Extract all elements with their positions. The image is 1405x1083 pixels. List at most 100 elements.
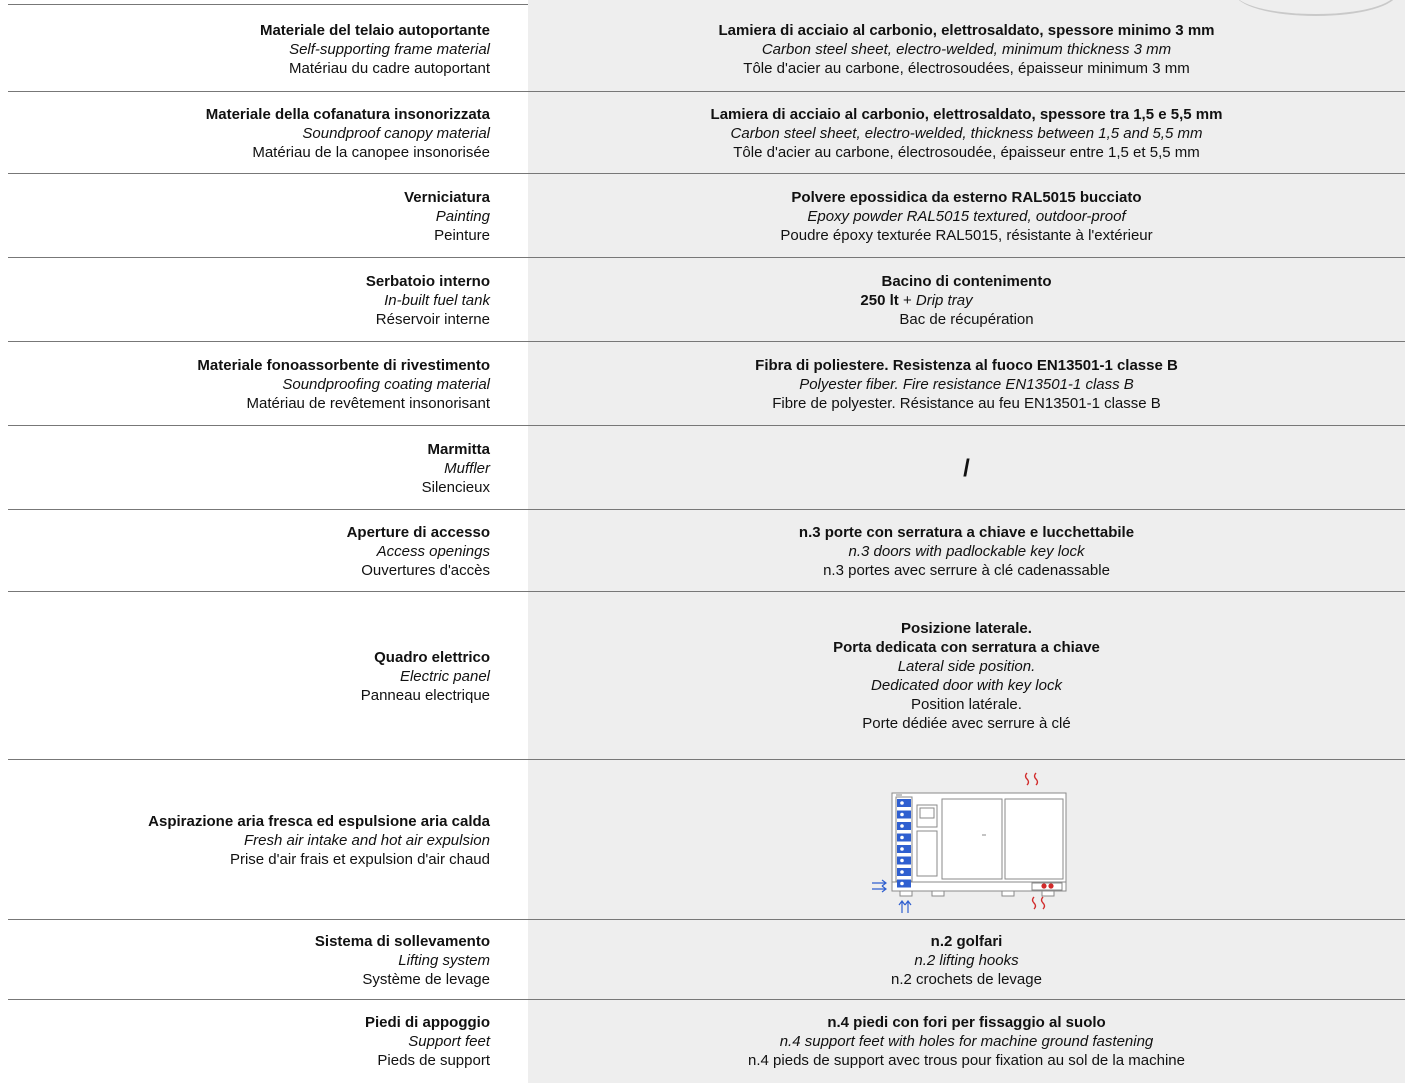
label-english: Electric panel (399, 667, 490, 685)
spec-row-frame-material: Materiale del telaio autoportante Self-s… (0, 6, 1405, 92)
value-italian: Lamiera di acciaio al carbonio, elettros… (718, 21, 1215, 39)
value-italian: Bacino di contenimento (881, 272, 1052, 290)
label-french: Matériau de la canopee insonorisée (252, 143, 490, 161)
value-french: Poudre époxy texturée RAL5015, résistant… (780, 226, 1153, 244)
label-italian: Serbatoio interno (365, 272, 490, 290)
value-italian: n.3 porte con serratura a chiave e lucch… (798, 523, 1135, 541)
value-italian-line-2: Porta dedicata con serratura a chiave (833, 639, 1100, 656)
value-italian: Lamiera di acciaio al carbonio, elettros… (710, 105, 1223, 123)
row-divider (8, 341, 1405, 342)
label-french: Système de levage (362, 970, 490, 988)
value-english: Drip tray (915, 291, 973, 309)
label-french: Panneau electrique (360, 686, 490, 704)
label-french: Peinture (434, 226, 490, 244)
label-french: Prise d'air frais et expulsion d'air cha… (229, 850, 490, 868)
value-italian: Polvere epossidica da esterno RAL5015 bu… (791, 188, 1142, 206)
value-english: Polyester fiber. Fire resistance EN13501… (799, 375, 1134, 393)
spec-row-muffler: Marmitta Muffler Silencieux / (0, 426, 1405, 510)
generator-canopy (891, 792, 1066, 897)
row-value (528, 760, 1405, 920)
label-italian: Marmitta (427, 440, 490, 458)
label-italian: Sistema di sollevamento (314, 932, 490, 950)
value-italian-line-1: Posizione laterale. (901, 620, 1032, 637)
hot-air-exhaust-top-icon (1024, 772, 1038, 786)
row-label: Quadro elettrico Electric panel Panneau … (8, 592, 490, 760)
value-english: n.3 doors with padlockable key lock (848, 542, 1085, 560)
row-divider (8, 919, 1405, 920)
value-french: Bac de récupération (899, 310, 1034, 328)
value-english: Carbon steel sheet, electro-welded, thic… (730, 124, 1203, 142)
row-value: Polvere epossidica da esterno RAL5015 bu… (528, 174, 1405, 258)
intake-louver (896, 856, 911, 865)
label-english: Fresh air intake and hot air expulsion (244, 831, 490, 849)
spec-row-lifting-system: Sistema di sollevamento Lifting system S… (0, 920, 1405, 1000)
label-french: Matériau du cadre autoportant (289, 59, 490, 77)
row-value: n.3 porte con serratura a chiave e lucch… (528, 510, 1405, 592)
spec-row-access-openings: Aperture di accesso Access openings Ouve… (0, 510, 1405, 592)
row-divider (8, 509, 1405, 510)
intake-louver-dot (899, 801, 904, 805)
row-value: Lamiera di acciaio al carbonio, elettros… (528, 92, 1405, 174)
label-english: Muffler (444, 459, 490, 477)
value-english: Epoxy powder RAL5015 textured, outdoor-p… (807, 207, 1126, 225)
row-label: Aperture di accesso Access openings Ouve… (8, 510, 490, 592)
row-label: Serbatoio interno In-built fuel tank Rés… (8, 258, 490, 342)
value-french: n.2 crochets de levage (891, 970, 1042, 988)
value-italian: n.4 piedi con fori per fissaggio al suol… (827, 1014, 1106, 1031)
intake-louver-dot (899, 812, 904, 817)
row-label: Materiale della cofanatura insonorizzata… (8, 92, 490, 174)
intake-louver (896, 845, 911, 853)
tank-capacity: 250 lt (860, 291, 899, 309)
top-rule (8, 4, 528, 5)
row-divider (8, 257, 1405, 258)
label-italian: Piedi di appoggio (365, 1014, 490, 1031)
row-value: Bacino di contenimento 250 lt + Drip tra… (528, 258, 1405, 342)
label-french: Pieds de support (377, 1052, 490, 1069)
spec-row-soundproofing-coating: Materiale fonoassorbente di rivestimento… (0, 342, 1405, 426)
label-italian: Materiale fonoassorbente di rivestimento (197, 356, 490, 374)
value-english-line-1: Lateral side position. (897, 658, 1036, 675)
label-english: Access openings (376, 542, 490, 560)
row-divider (8, 425, 1405, 426)
label-french: Réservoir interne (375, 310, 490, 328)
row-divider (8, 91, 1405, 92)
spec-row-painting: Verniciatura Painting Peinture Polvere e… (0, 174, 1405, 258)
value-english: n.2 lifting hooks (914, 951, 1019, 969)
label-italian: Materiale della cofanatura insonorizzata (205, 105, 490, 123)
intake-louver (896, 822, 911, 830)
row-value: Posizione laterale. Porta dedicata con s… (528, 592, 1405, 760)
value-french: Tôle d'acier au carbone, électrosoudée, … (733, 143, 1200, 161)
air-intake-bottom-arrow-icon (898, 900, 911, 913)
label-french: Ouvertures d'accès (361, 561, 490, 579)
label-english: Support feet (408, 1033, 490, 1050)
label-english: In-built fuel tank (384, 291, 490, 309)
row-value: n.2 golfari n.2 lifting hooks n.2 croche… (528, 920, 1405, 1000)
intake-louver-dot (899, 881, 904, 886)
intake-louver-dot (899, 824, 904, 828)
row-label: Verniciatura Painting Peinture (8, 174, 490, 258)
label-french: Silencieux (421, 478, 490, 496)
value-french: Tôle d'acier au carbone, électrosoudées,… (743, 59, 1190, 77)
airflow-diagram (871, 772, 1066, 913)
label-italian: Quadro elettrico (374, 648, 490, 666)
intake-louver (896, 879, 911, 888)
row-value: n.4 piedi con fori per fissaggio al suol… (528, 1000, 1405, 1083)
exhaust-grille (1040, 883, 1054, 889)
spec-row-support-feet: Piedi di appoggio Support feet Pieds de … (0, 1000, 1405, 1083)
row-value: Lamiera di acciaio al carbonio, elettros… (528, 6, 1405, 92)
intake-louver (896, 810, 911, 819)
label-italian: Materiale del telaio autoportante (259, 21, 490, 39)
value-french: n.4 pieds de support avec trous pour fix… (748, 1052, 1185, 1069)
value-english: Carbon steel sheet, electro-welded, mini… (761, 40, 1172, 58)
row-divider (8, 591, 1405, 592)
spec-row-canopy-material: Materiale della cofanatura insonorizzata… (0, 92, 1405, 174)
label-italian: Aperture di accesso (346, 523, 490, 541)
intake-louver (896, 833, 911, 842)
value-french: Fibre de polyester. Résistance au feu EN… (772, 394, 1161, 412)
row-divider (8, 999, 1405, 1000)
tank-capacity-line: 250 lt + Drip tray (860, 291, 972, 310)
value-italian: n.2 golfari (930, 932, 1003, 950)
label-italian: Aspirazione aria fresca ed espulsione ar… (148, 812, 490, 830)
label-french: Matériau de revêtement insonorisant (246, 394, 490, 412)
